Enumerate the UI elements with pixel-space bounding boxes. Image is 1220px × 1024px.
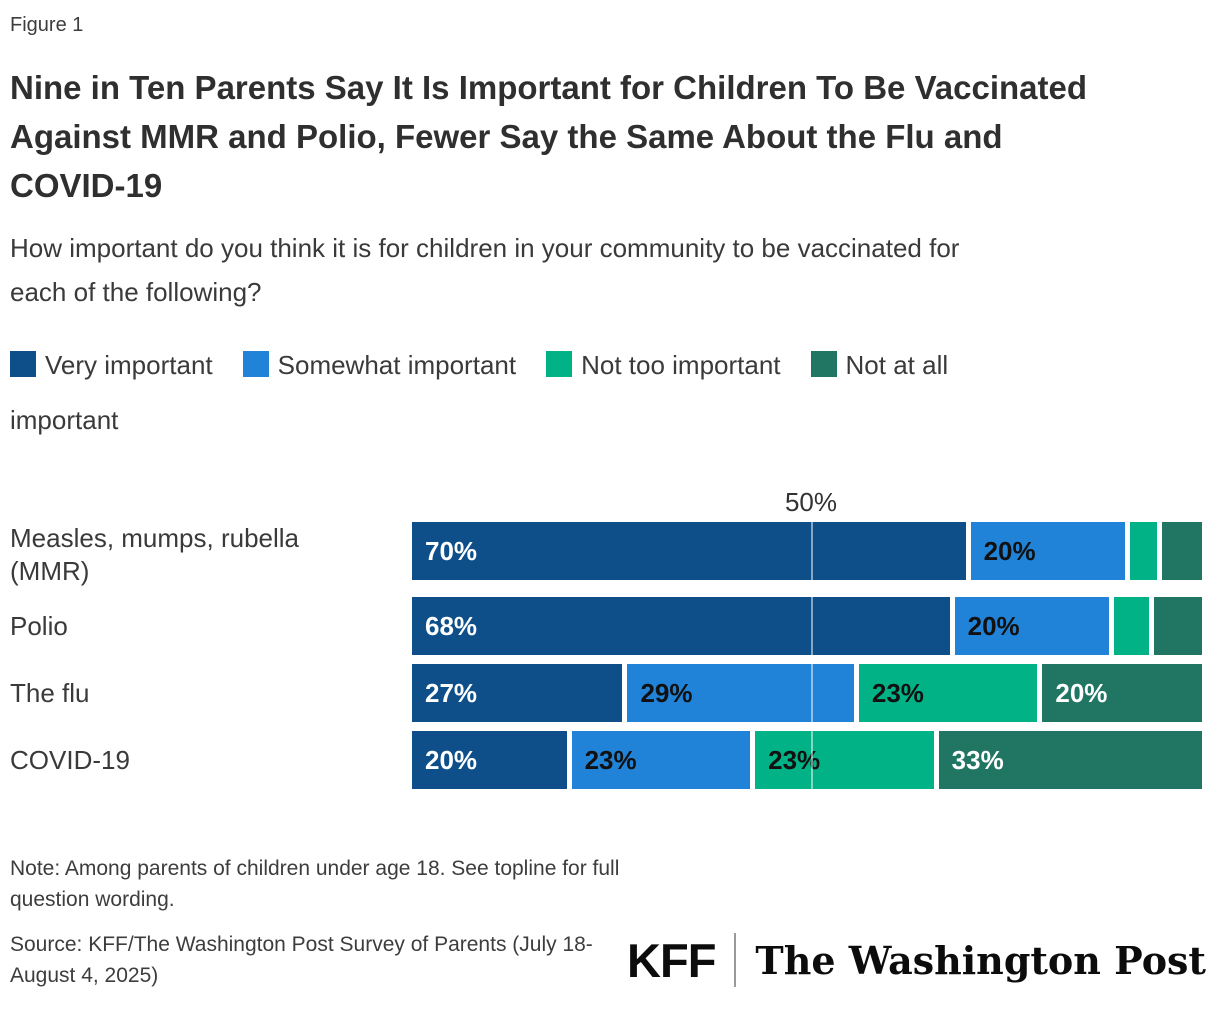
bar-track: 20% 23% 23% 33%: [412, 731, 1210, 789]
chart-rows: Measles, mumps, rubella (MMR) 70% 20% Polio…: [10, 522, 1210, 789]
axis-cell: 50%: [412, 482, 1210, 522]
chart-row: Measles, mumps, rubella (MMR) 70% 20%: [10, 522, 1210, 588]
legend-item-not-at-all-important: Not at all important: [10, 350, 1190, 448]
legend-item-not-too-important: Not too important: [546, 350, 781, 380]
bar-value-label: 20%: [967, 610, 1020, 641]
bar-value-label: 29%: [640, 677, 693, 708]
bar-track: 27% 29% 23% 20%: [412, 664, 1210, 722]
chart-row: The flu 27% 29% 23% 20%: [10, 664, 1210, 722]
bar-segment: [1130, 522, 1163, 580]
bar-track: 68% 20%: [412, 597, 1210, 655]
legend-label: Very important: [45, 350, 213, 380]
bar-value-label: 20%: [425, 744, 478, 775]
bar-segment: [1154, 597, 1202, 655]
legend-swatch-very-important-icon: [10, 351, 36, 377]
source-text: Source: KFF/The Washington Post Survey o…: [10, 933, 593, 987]
bar-value-label: 33%: [951, 744, 1004, 775]
legend-label: Not too important: [581, 350, 781, 380]
bar-segment: 23%: [755, 731, 939, 789]
legend-swatch-somewhat-important-icon: [242, 351, 269, 377]
footer: Source: KFF/The Washington Post Survey o…: [10, 929, 1210, 991]
logos: KFF The Washington Post: [627, 933, 1210, 988]
note-text: Note: Among parents of children under ag…: [10, 857, 620, 911]
bar-value-label: 23%: [768, 744, 821, 775]
bar-segment: 20%: [954, 597, 1115, 655]
logo-separator: [734, 933, 737, 987]
category-label: Measles, mumps, rubella (MMR): [10, 523, 299, 586]
legend-label-wrapped: important: [10, 405, 119, 435]
bar-segment: 23%: [571, 731, 756, 789]
bar-segment: 29%: [627, 664, 859, 722]
legend-label: Not at all: [845, 350, 949, 380]
legend-swatch-not-at-all-important-icon: [810, 351, 837, 377]
bar-value-label: 20%: [983, 535, 1036, 566]
chart-subtitle: How important do you think it is for chi…: [10, 233, 960, 307]
bar-segment: 20%: [412, 731, 572, 789]
bar-value-label: 70%: [425, 535, 478, 566]
bar-segment: 27%: [412, 664, 628, 722]
category-label: Polio: [10, 610, 68, 641]
bar-segment: 20%: [1042, 664, 1202, 722]
chart-row: COVID-19 20% 23% 23% 33%: [10, 731, 1210, 789]
bar-segment: 33%: [938, 731, 1202, 789]
figure-label: Figure 1: [10, 14, 84, 36]
axis-row: 50%: [10, 482, 1210, 522]
legend-item-very-important: Very important: [10, 350, 213, 380]
axis-tick-50: 50%: [784, 487, 838, 517]
bar-value-label: 23%: [584, 744, 637, 775]
bar-segment: 70%: [412, 522, 971, 580]
bar-value-label: 27%: [425, 677, 478, 708]
legend: Very important Somewhat important Not too …: [10, 338, 1190, 448]
bar-segment: 20%: [970, 522, 1131, 580]
bar-segment: 23%: [858, 664, 1043, 722]
legend-swatch-not-too-important-icon: [546, 351, 573, 377]
washington-post-logo: The Washington Post: [755, 937, 1206, 983]
bar-value-label: 20%: [1055, 677, 1108, 708]
bar-value-label: 68%: [425, 610, 478, 641]
category-label: COVID-19: [10, 744, 130, 775]
chart-title: Nine in Ten Parents Say It Is Important …: [10, 69, 1087, 204]
bar-track: 70% 20%: [412, 522, 1210, 580]
axis-spacer: [10, 482, 412, 522]
legend-label: Somewhat important: [277, 350, 517, 380]
category-label: The flu: [10, 677, 90, 708]
bar-segment: [1162, 522, 1202, 580]
legend-item-somewhat-important: Somewhat important: [242, 350, 517, 380]
bar-segment: 68%: [412, 597, 955, 655]
chart-row: Polio 68% 20%: [10, 597, 1210, 655]
bar-segment: [1114, 597, 1155, 655]
stacked-bar-chart: 50% Measles, mumps, rubella (MMR) 70% 20% P…: [10, 482, 1210, 789]
kff-logo: KFF: [627, 933, 716, 987]
bar-value-label: 23%: [871, 677, 924, 708]
